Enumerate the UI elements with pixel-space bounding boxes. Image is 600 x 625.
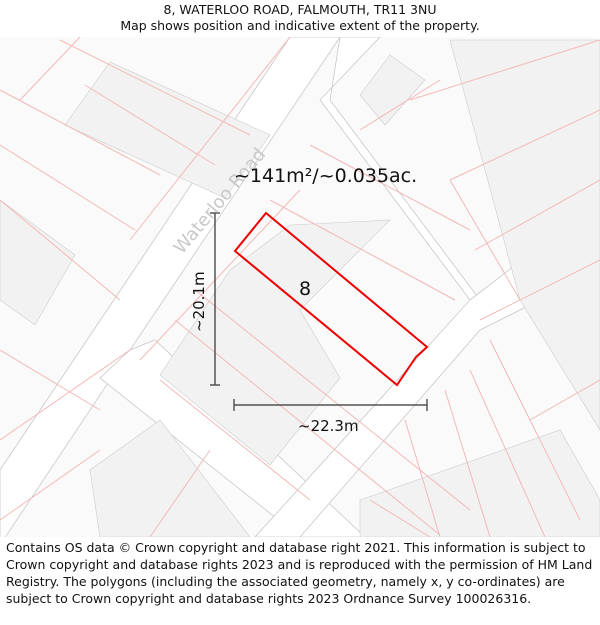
area-label: ~141m²/~0.035ac. [234, 165, 417, 187]
height-label: ~20.1m [190, 271, 208, 332]
property-boundary [233, 211, 429, 387]
buildings [0, 39, 600, 538]
parcel-lines [0, 36, 600, 538]
width-label: ~22.3m [298, 417, 359, 435]
height-measure [210, 212, 220, 386]
property-map[interactable]: Waterloo Road ~141m²/~0.035ac. 8 ~20.1m … [0, 36, 600, 546]
copyright-notice: Contains OS data © Crown copyright and d… [6, 540, 593, 606]
property-address: 8, WATERLOO ROAD, FALMOUTH, TR11 3NU [163, 2, 437, 17]
width-measure [233, 399, 428, 411]
map-header: 8, WATERLOO ROAD, FALMOUTH, TR11 3NU Map… [0, 0, 600, 39]
plot-number: 8 [299, 278, 311, 300]
map-subtitle: Map shows position and indicative extent… [120, 18, 480, 33]
